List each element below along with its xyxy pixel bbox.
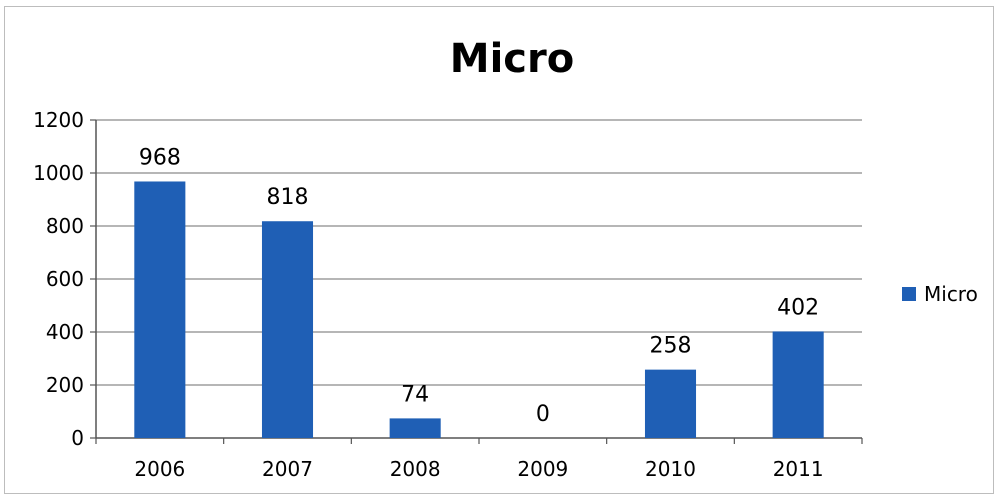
y-tick-label: 1200 [33,108,84,132]
data-label: 74 [401,382,429,407]
data-label: 402 [777,295,819,320]
y-tick-label: 400 [46,320,84,344]
bar [134,181,186,439]
gridlines [96,119,862,386]
data-labels: 968 818 74 0 258 402 [139,145,819,427]
y-tick-label: 800 [46,214,84,238]
bars [134,181,824,439]
data-label: 818 [267,185,309,210]
y-tick-label: 1000 [33,161,84,185]
legend-swatch-icon [902,287,916,301]
bar [389,418,441,438]
y-tick-label: 0 [71,426,84,450]
x-tick-label: 2008 [390,457,441,481]
bar [644,369,697,438]
data-label: 0 [536,402,550,427]
x-tick-label: 2009 [517,457,568,481]
x-tick-label: 2010 [645,457,696,481]
data-label: 258 [650,334,692,359]
chart-title: Micro [450,36,574,82]
bar [772,331,824,438]
x-tick-label: 2006 [134,457,185,481]
x-tick-label: 2011 [773,457,824,481]
bar [261,221,314,438]
axes: 0 200 400 600 800 1000 1200 2006 2007 2008 2009 201… [33,108,863,481]
x-tick-label: 2007 [262,457,313,481]
data-label: 968 [139,145,181,170]
y-tick-label: 600 [46,267,84,291]
y-tick-label: 200 [46,373,84,397]
legend: Micro [902,282,978,306]
legend-label: Micro [924,282,978,306]
